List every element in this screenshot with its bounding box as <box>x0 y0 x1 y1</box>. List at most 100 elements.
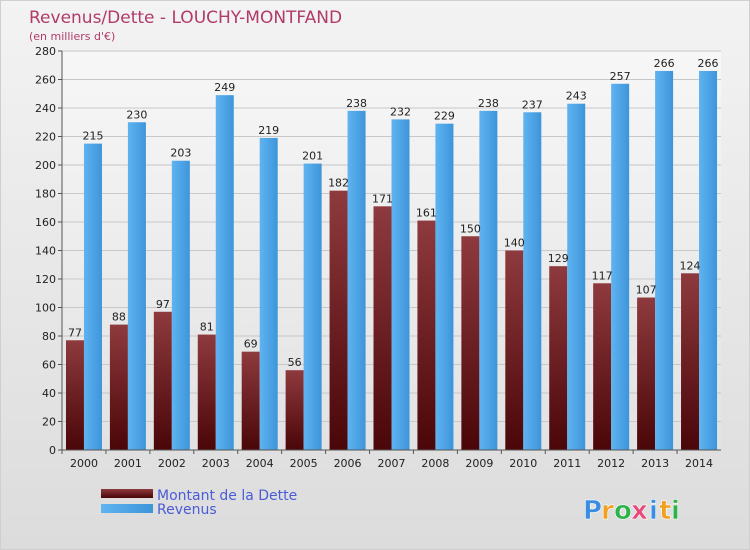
data-label-dette: 124 <box>680 259 701 272</box>
x-tick-label: 2008 <box>421 457 449 470</box>
bar-dette <box>241 351 260 450</box>
logo-letter: P <box>583 496 602 526</box>
chart-title: Revenus/Dette - LOUCHY-MONTFAND <box>29 8 342 28</box>
bar-dette <box>417 220 436 450</box>
data-label-dette: 129 <box>548 252 569 265</box>
data-label-dette: 161 <box>416 207 437 220</box>
x-axis-ticks: 2000 2001 2002 2003 2004 2005 2006 2007 2008 2009… <box>61 450 713 470</box>
data-label-revenus: 238 <box>346 97 367 110</box>
x-tick-label: 2010 <box>509 457 537 470</box>
y-tick-label: 0 <box>49 444 56 457</box>
data-label-revenus: 219 <box>258 124 279 137</box>
data-label-dette: 107 <box>636 284 657 297</box>
data-label-revenus: 249 <box>214 81 235 94</box>
data-label-dette: 117 <box>592 269 613 282</box>
logo-letter: t <box>659 496 671 526</box>
data-label-dette: 171 <box>372 192 393 205</box>
logo-letter: o <box>614 496 632 526</box>
data-label-revenus: 266 <box>654 57 675 70</box>
logo-letter: r <box>601 496 614 526</box>
bar-revenus <box>611 83 630 451</box>
x-tick-label: 2012 <box>597 457 625 470</box>
chart-subtitle: (en milliers d'€) <box>29 30 115 43</box>
data-label-revenus: 215 <box>82 130 103 143</box>
data-label-dette: 150 <box>460 222 481 235</box>
data-label-revenus: 237 <box>522 98 543 111</box>
y-tick-label: 260 <box>35 74 56 87</box>
y-tick-label: 20 <box>42 416 56 429</box>
logo-letter: i <box>649 496 658 526</box>
legend-swatch-revenus <box>101 504 153 513</box>
bar-revenus <box>303 163 322 450</box>
data-label-revenus: 201 <box>302 150 323 163</box>
data-label-dette: 182 <box>328 177 349 190</box>
proxiti-logo: Pr o x i t i <box>583 496 681 527</box>
bar-dette <box>593 283 612 450</box>
bar-revenus <box>435 123 454 451</box>
x-tick-label: 2005 <box>290 457 318 470</box>
x-tick-label: 2009 <box>465 457 493 470</box>
x-tick-label: 2000 <box>70 457 98 470</box>
data-label-dette: 140 <box>504 237 525 250</box>
data-label-dette: 97 <box>156 298 170 311</box>
data-label-revenus: 232 <box>390 105 411 118</box>
y-tick-label: 60 <box>42 359 56 372</box>
bar-revenus <box>391 119 410 451</box>
bar-dette <box>197 334 216 450</box>
data-label-dette: 81 <box>200 321 214 334</box>
data-label-dette: 56 <box>288 356 302 369</box>
x-tick-label: 2014 <box>685 457 713 470</box>
legend-label-debt: Montant de la Dette <box>157 488 297 504</box>
logo-letter: i <box>671 496 680 526</box>
bar-revenus <box>171 160 190 450</box>
data-label-dette: 88 <box>112 311 126 324</box>
logo-letter: x <box>631 496 648 526</box>
bar-revenus <box>215 95 234 451</box>
bar-revenus <box>127 122 146 450</box>
bars <box>65 70 718 451</box>
legend-label-revenus: Revenus <box>157 502 217 518</box>
bar-dette <box>285 370 304 450</box>
y-tick-label: 140 <box>35 245 56 258</box>
bar-dette <box>153 311 172 450</box>
data-label-revenus: 229 <box>434 110 455 123</box>
y-tick-label: 220 <box>35 131 56 144</box>
data-label-dette: 69 <box>244 338 258 351</box>
bar-revenus <box>699 70 718 450</box>
y-tick-label: 120 <box>35 273 56 286</box>
y-tick-label: 40 <box>42 387 56 400</box>
bar-dette <box>65 340 84 450</box>
bar-revenus <box>523 112 542 451</box>
y-tick-label: 160 <box>35 216 56 229</box>
bar-revenus <box>479 110 498 450</box>
y-tick-label: 80 <box>42 330 56 343</box>
legend: Montant de la Dette Revenus <box>101 488 297 518</box>
data-label-revenus: 243 <box>566 90 587 103</box>
data-label-revenus: 257 <box>610 70 631 83</box>
data-label-revenus: 266 <box>698 57 719 70</box>
legend-swatch-debt <box>101 489 153 498</box>
data-label-revenus: 230 <box>126 108 147 121</box>
bar-revenus <box>347 110 366 450</box>
y-tick-label: 100 <box>35 302 56 315</box>
bar-revenus <box>567 103 586 450</box>
x-tick-label: 2007 <box>378 457 406 470</box>
data-label-dette: 77 <box>68 326 82 339</box>
bar-dette <box>109 324 128 450</box>
bar-revenus <box>259 137 278 451</box>
bar-dette <box>505 250 524 450</box>
bar-revenus <box>83 143 102 450</box>
x-tick-label: 2002 <box>158 457 186 470</box>
x-tick-label: 2004 <box>246 457 274 470</box>
bar-dette <box>329 190 348 450</box>
y-tick-label: 200 <box>35 159 56 172</box>
y-tick-label: 180 <box>35 188 56 201</box>
y-tick-label: 280 <box>35 45 56 58</box>
bar-dette <box>373 206 392 450</box>
bar-dette <box>681 273 700 450</box>
y-axis-ticks: 0 20 40 60 80 100 120 140 160 180 200 220 240 260 280 <box>35 45 62 457</box>
bar-dette <box>461 236 480 450</box>
x-tick-label: 2001 <box>114 457 142 470</box>
